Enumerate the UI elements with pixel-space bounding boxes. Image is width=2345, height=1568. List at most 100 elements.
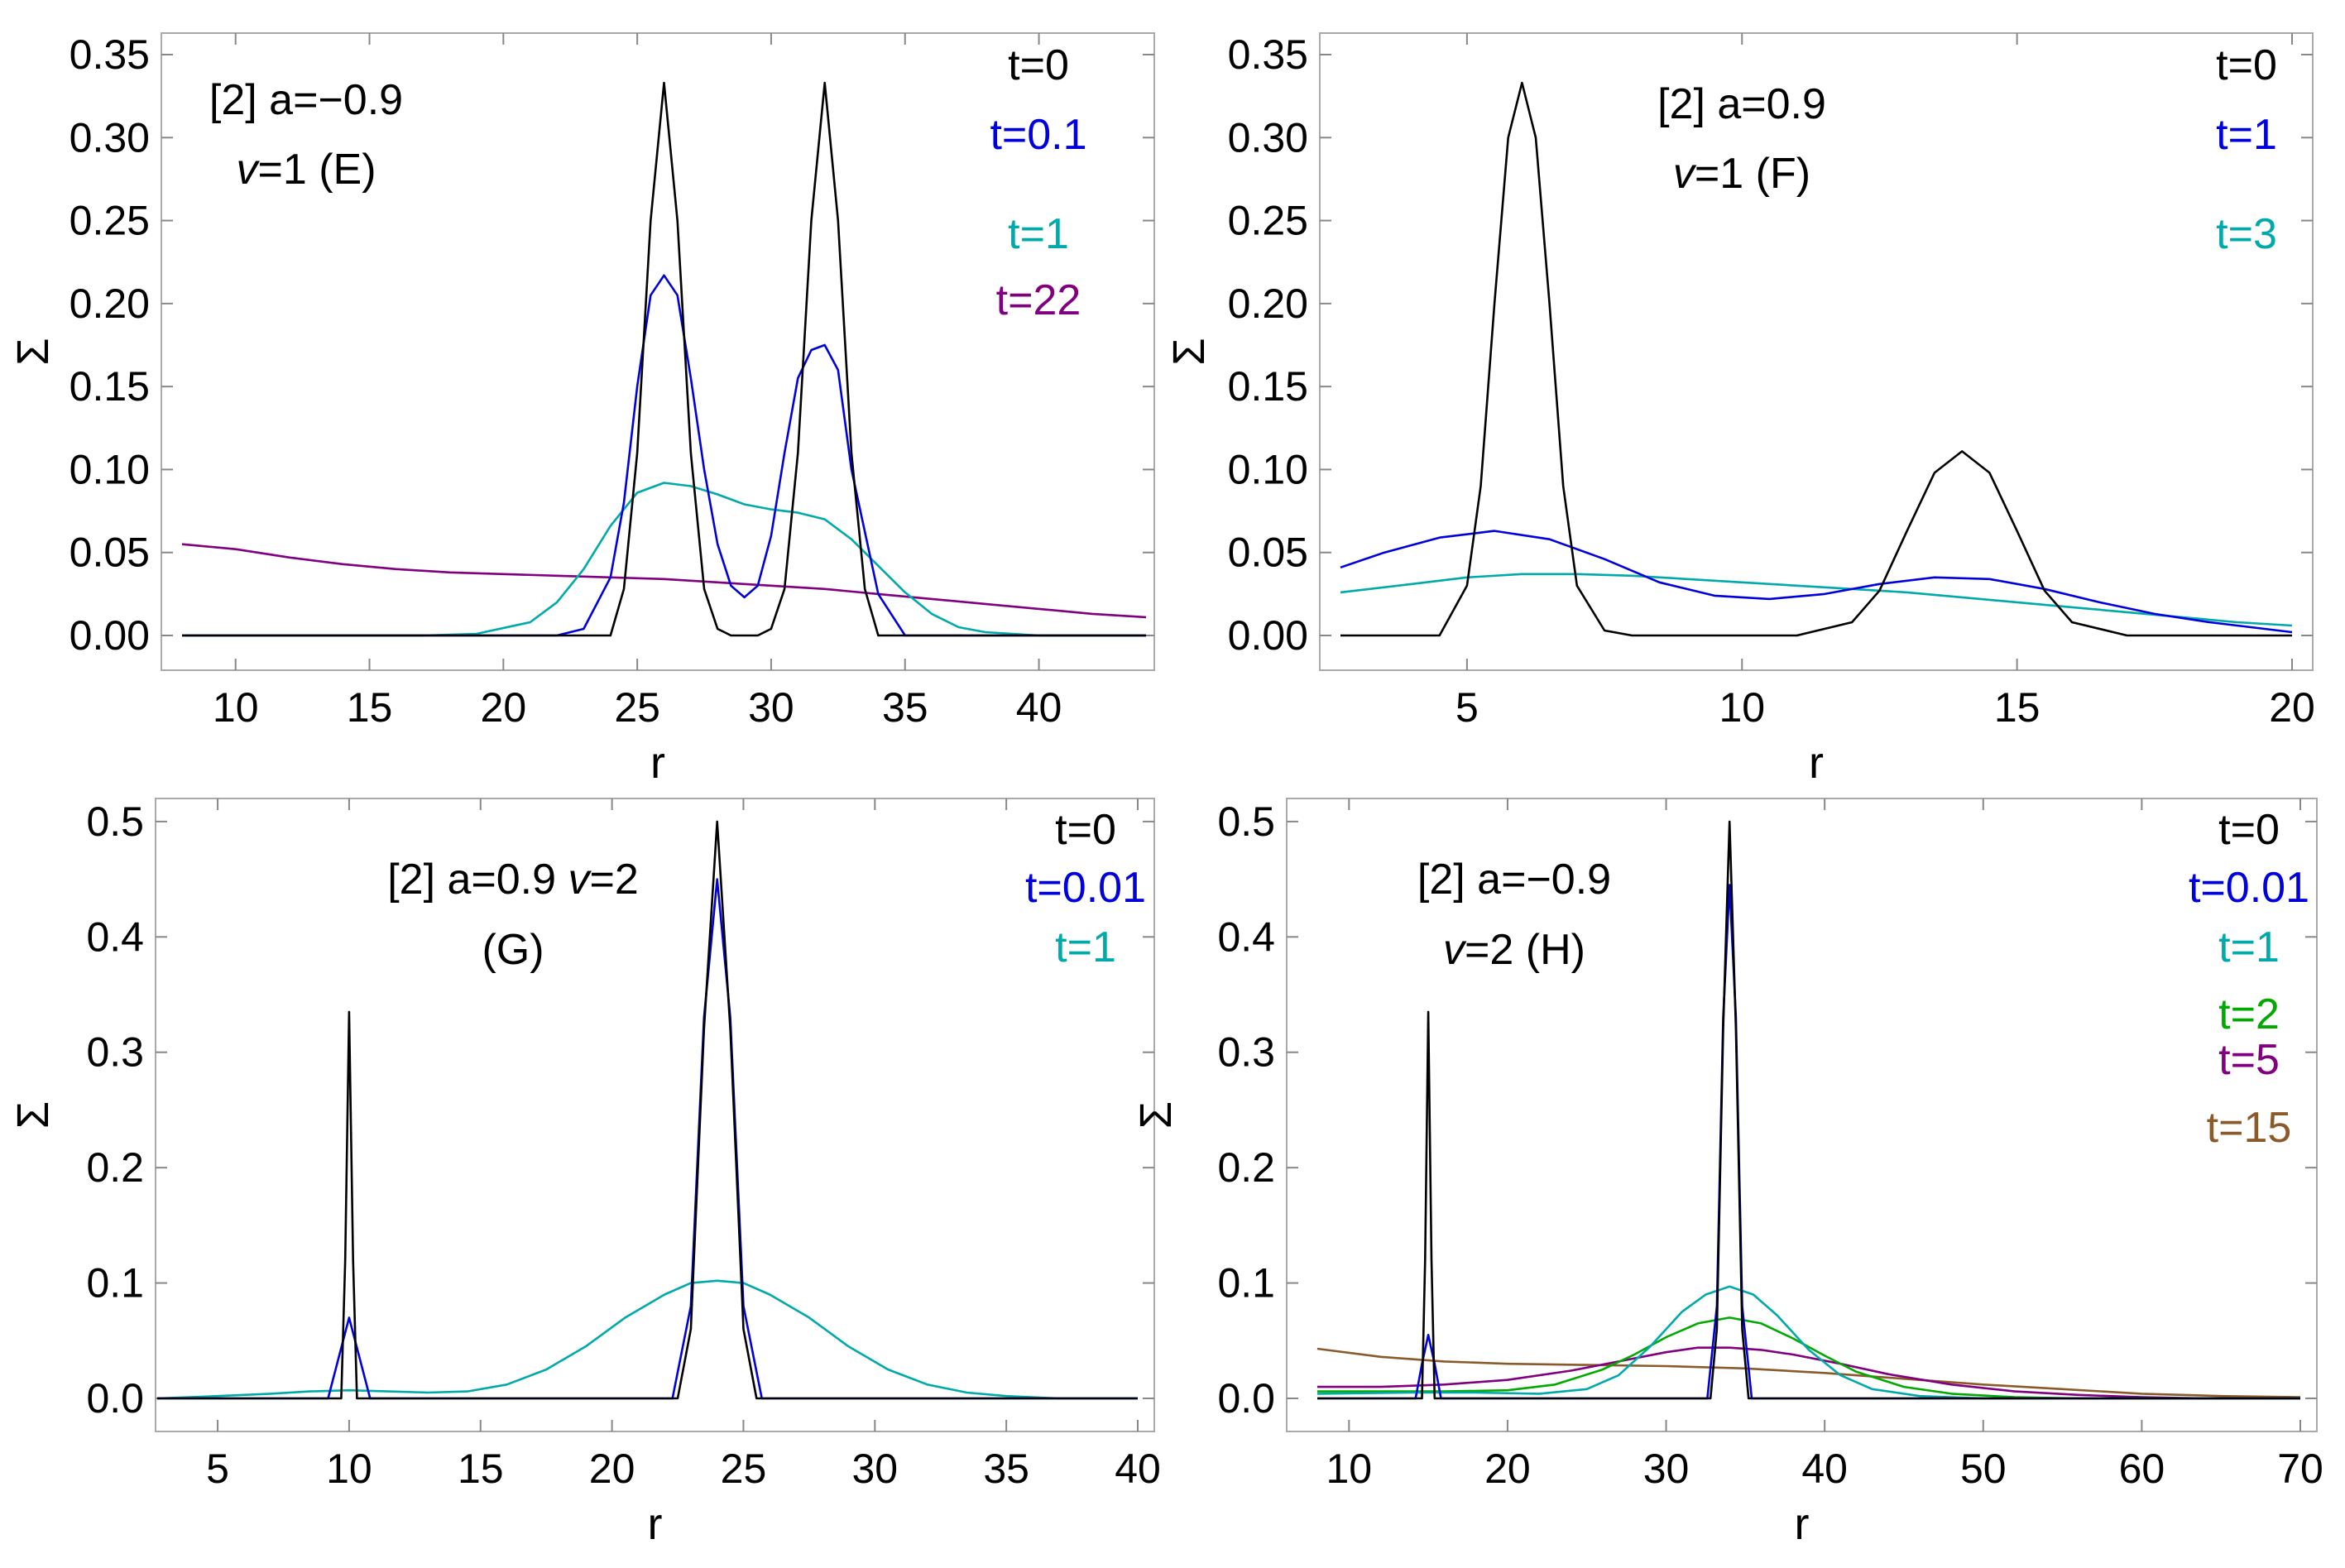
series-line-t-1 <box>156 1279 1138 1400</box>
series-line-t-0 <box>1317 820 2300 1400</box>
series-line-t-0 <box>182 81 1146 637</box>
panel-title-part: [2] a=0.9 <box>387 856 568 904</box>
x-tick-label: 60 <box>2119 1446 2165 1492</box>
panel-title-line: (G) <box>482 926 544 974</box>
panel-title-part: =2 (H) <box>1465 926 1585 974</box>
x-tick-label: 15 <box>347 684 393 731</box>
y-tick-label: 0.1 <box>86 1260 144 1307</box>
legend-label-t-1: t=1 <box>1008 210 1069 258</box>
y-axis-label: Σ <box>8 1101 58 1129</box>
series-line-t-3 <box>1340 573 2293 627</box>
y-tick-label: 0.4 <box>1217 913 1275 960</box>
panel-title-line: v=1 (E) <box>236 146 376 194</box>
panel-title-line: [2] a=−0.9 <box>209 76 403 124</box>
series-line-t-22 <box>181 543 1147 619</box>
x-tick-label: 20 <box>589 1446 635 1492</box>
x-tick-label: 10 <box>213 684 259 731</box>
legend-label-t-22: t=22 <box>996 276 1081 324</box>
x-tick-label: 15 <box>458 1446 504 1492</box>
x-axis-label: r <box>1795 1499 1810 1549</box>
x-tick-label: 50 <box>1960 1446 2007 1492</box>
legend-label-t-0: t=0 <box>2218 806 2280 854</box>
x-axis-label: r <box>1809 738 1824 788</box>
y-tick-label: 0.15 <box>70 363 150 410</box>
x-tick-label: 35 <box>882 684 928 731</box>
plot-frame <box>155 798 1155 1432</box>
series-line-t-0 <box>157 820 1138 1400</box>
legend-label-t-1: t=1 <box>1055 923 1116 971</box>
panel-title-line: v=1 (F) <box>1673 150 1810 198</box>
legend-label-t-2: t=2 <box>2218 990 2280 1038</box>
x-axis-label: r <box>650 738 665 788</box>
y-tick-label: 0.10 <box>1228 446 1308 492</box>
panel-title-part: (G) <box>482 926 544 974</box>
panel-title-line: v=2 (H) <box>1443 926 1585 974</box>
x-tick-label: 25 <box>614 684 660 731</box>
x-tick-label: 20 <box>2269 684 2315 731</box>
legend-label-t-0: t=0 <box>2216 41 2277 89</box>
legend-label-t-1: t=1 <box>2218 923 2280 971</box>
y-tick-label: 0.5 <box>1217 798 1275 845</box>
series-line-t-1 <box>1340 530 2293 634</box>
panel-title-part: v <box>236 146 260 194</box>
y-axis-label: Σ <box>8 338 58 365</box>
plot-frame <box>161 32 1155 671</box>
x-tick-label: 35 <box>983 1446 1029 1492</box>
y-tick-label: 0.25 <box>70 198 150 244</box>
y-tick-label: 0.20 <box>1228 281 1308 327</box>
series-group <box>181 81 1147 637</box>
legend-label-t-0: t=0 <box>1008 41 1069 89</box>
panel-F: 5 10 15 20 0.00 0.05 0.10 0.15 0.20 0.25 0.30 0.35 r… <box>1164 31 2315 788</box>
legend-label-t-0p01: t=0.01 <box>2189 864 2309 912</box>
x-tick-label: 10 <box>1326 1446 1373 1492</box>
x-tick-label: 70 <box>2277 1446 2323 1492</box>
y-tick-label: 0.0 <box>86 1375 144 1422</box>
y-tick-label: 0.00 <box>1228 612 1308 659</box>
x-tick-label: 30 <box>1643 1446 1690 1492</box>
panel-title-part: =1 (F) <box>1695 150 1810 198</box>
y-tick-label: 0.30 <box>70 114 150 161</box>
y-tick-label: 0.2 <box>1217 1144 1275 1191</box>
plot-frame <box>1286 798 2318 1432</box>
y-tick-label: 0.05 <box>1228 530 1308 576</box>
legend-label-t-15: t=15 <box>2207 1104 2292 1152</box>
y-tick-label: 0.20 <box>70 281 150 327</box>
panel-title-part: v <box>1673 150 1697 198</box>
panel-G: 5 10 15 20 25 30 35 40 0.0 0.1 0.2 0.3 0.4 0.5 r Σ [2] a… <box>8 798 1161 1549</box>
legend-label-t-1: t=1 <box>2216 111 2277 159</box>
panel-title-part: =1 (E) <box>257 146 376 194</box>
panel-title-part: =2 <box>590 856 639 904</box>
x-tick-label: 40 <box>1115 1446 1161 1492</box>
x-tick-label: 10 <box>326 1446 372 1492</box>
panel-title-line: [2] a=−0.9 <box>1417 856 1611 904</box>
series-group <box>1340 81 2293 637</box>
x-tick-label: 20 <box>481 684 527 731</box>
x-tick-label: 25 <box>721 1446 767 1492</box>
panel-title-line: [2] a=0.9 v=2 <box>387 856 639 904</box>
y-tick-label: 0.5 <box>86 798 144 845</box>
y-axis-label: Σ <box>1131 1101 1181 1129</box>
y-tick-label: 0.3 <box>86 1029 144 1076</box>
x-tick-label: 5 <box>1455 684 1479 731</box>
panel-title-part: [2] a=−0.9 <box>1417 856 1611 904</box>
panel-title-part: [2] a=0.9 <box>1657 80 1826 128</box>
legend-label-t-5: t=5 <box>2218 1036 2280 1084</box>
panel-title-part: v <box>568 856 592 904</box>
legend-label-t-3: t=3 <box>2216 210 2277 258</box>
y-tick-label: 0.1 <box>1217 1260 1275 1307</box>
x-tick-label: 30 <box>748 684 794 731</box>
panel-title-part: v <box>1443 926 1467 974</box>
y-tick-label: 0.0 <box>1217 1375 1275 1422</box>
series-line-t-0 <box>1340 81 2292 637</box>
x-tick-label: 20 <box>1484 1446 1531 1492</box>
series-line-t-0p01 <box>157 878 1138 1400</box>
series-line-t-1 <box>182 482 1146 637</box>
x-tick-label: 40 <box>1801 1446 1848 1492</box>
series-line-t-5 <box>1317 1346 2300 1400</box>
y-tick-label: 0.00 <box>70 612 150 659</box>
series-line-t-2 <box>1317 1316 2300 1400</box>
plot-frame <box>1319 32 2314 671</box>
series-line-t-1 <box>1316 1285 2300 1400</box>
x-tick-label: 30 <box>851 1446 898 1492</box>
